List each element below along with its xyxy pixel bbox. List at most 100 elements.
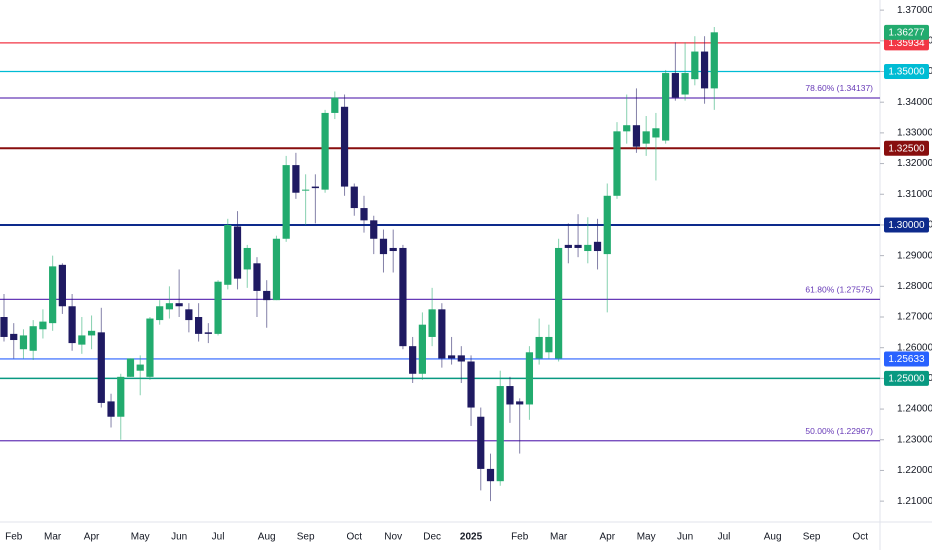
y-tick-label: 1.29000 xyxy=(897,250,932,261)
candle-body xyxy=(564,244,572,248)
candle-body xyxy=(292,165,300,193)
level-tag: 1.35934 xyxy=(888,38,925,49)
y-tick-label: 1.28000 xyxy=(897,281,932,292)
candle-body xyxy=(136,364,144,371)
candle-body xyxy=(496,386,504,482)
candle-body xyxy=(555,247,563,359)
candle-body xyxy=(593,241,602,252)
candle-body xyxy=(126,358,135,377)
candle-body xyxy=(263,290,271,301)
candle-body xyxy=(311,186,319,189)
candle-body xyxy=(379,238,388,255)
level-tag-bg xyxy=(884,370,929,386)
candle-body xyxy=(146,318,154,377)
candle-body xyxy=(19,335,28,350)
candle-body xyxy=(107,401,115,417)
last-price-tag-bg xyxy=(884,24,929,40)
x-tick-label: Aug xyxy=(764,532,782,543)
candle-body xyxy=(117,376,125,417)
candle-body xyxy=(233,226,242,279)
x-tick-label: Oct xyxy=(346,532,362,543)
candle-body xyxy=(662,73,670,141)
x-tick-label: May xyxy=(637,532,656,543)
candle-body xyxy=(29,326,37,351)
candle-body xyxy=(642,131,650,144)
y-tick-label: 1.24000 xyxy=(897,404,932,415)
candle-body xyxy=(87,330,96,336)
y-tick-label: 1.33000 xyxy=(897,128,932,139)
candle-body xyxy=(574,244,582,248)
candle-body xyxy=(477,416,485,469)
candle-body xyxy=(78,335,86,345)
candle-body xyxy=(389,247,397,252)
x-tick-label: Aug xyxy=(258,532,276,543)
candle-body xyxy=(545,336,553,353)
x-tick-label: Feb xyxy=(511,532,529,543)
x-tick-label: Mar xyxy=(44,532,62,543)
candle-body xyxy=(671,73,679,98)
x-tick-label: Mar xyxy=(550,532,568,543)
candle-body xyxy=(165,303,174,310)
level-tag-bg xyxy=(884,64,929,80)
y-tick-label: 1.22000 xyxy=(897,465,932,476)
candle-body xyxy=(710,32,718,89)
level-tag: 1.30000 xyxy=(888,220,925,231)
x-tick-label: Jun xyxy=(171,532,187,543)
y-tick-label: 1.23000 xyxy=(897,434,932,445)
level-tag: 1.35000 xyxy=(888,67,925,78)
candle-body xyxy=(185,309,193,321)
candle-body xyxy=(58,264,66,307)
candle-body xyxy=(282,165,290,239)
candle-body xyxy=(525,352,534,405)
x-tick-label: Sep xyxy=(803,532,821,543)
level-tag-bg xyxy=(884,140,929,156)
candle-body xyxy=(253,263,261,291)
candle-body xyxy=(97,332,105,403)
candle-body xyxy=(691,51,699,80)
x-tick-label: Apr xyxy=(84,532,100,543)
candle-body xyxy=(10,333,18,341)
x-tick-label: Sep xyxy=(297,532,315,543)
candle-body xyxy=(49,266,57,324)
candle-body xyxy=(486,468,495,482)
y-tick-label: 1.27000 xyxy=(897,312,932,323)
candle-body xyxy=(156,306,164,321)
candle-body xyxy=(214,281,222,334)
candle-body xyxy=(370,220,378,239)
candle-body xyxy=(175,303,183,307)
candle-body xyxy=(409,346,417,374)
candle-body xyxy=(584,244,592,252)
x-tick-label: Jul xyxy=(212,532,225,543)
candle-body xyxy=(302,189,310,191)
candle-body xyxy=(516,401,524,405)
candle-body xyxy=(0,317,8,337)
y-tick-label: 1.21000 xyxy=(897,496,932,507)
candle-body xyxy=(535,336,543,359)
candle-body xyxy=(603,195,611,255)
fib-note: 61.80% (1.27575) xyxy=(805,285,873,295)
x-tick-label: Apr xyxy=(599,532,615,543)
candle-body xyxy=(331,97,339,113)
y-tick-label: 1.34000 xyxy=(897,97,932,108)
y-tick-label: 1.26000 xyxy=(897,342,932,353)
x-tick-label: Jun xyxy=(677,532,693,543)
y-tick-label: 1.31000 xyxy=(897,189,932,200)
candle-body xyxy=(652,128,660,138)
x-tick-label: May xyxy=(131,532,150,543)
x-tick-label: Nov xyxy=(384,532,402,543)
level-tag-bg xyxy=(884,217,929,233)
candle-body xyxy=(681,73,689,95)
level-tag: 1.32500 xyxy=(888,143,925,154)
candle-body xyxy=(224,224,232,285)
candle-body xyxy=(447,355,456,359)
level-tag: 1.25000 xyxy=(888,374,925,385)
candle-body xyxy=(243,247,251,270)
candle-body xyxy=(272,238,281,301)
fib-note: 50.00% (1.22967) xyxy=(805,426,873,436)
candle-body xyxy=(360,208,368,221)
candle-body xyxy=(195,317,203,334)
x-tick-label: Jul xyxy=(718,532,731,543)
candle-body xyxy=(39,321,47,330)
